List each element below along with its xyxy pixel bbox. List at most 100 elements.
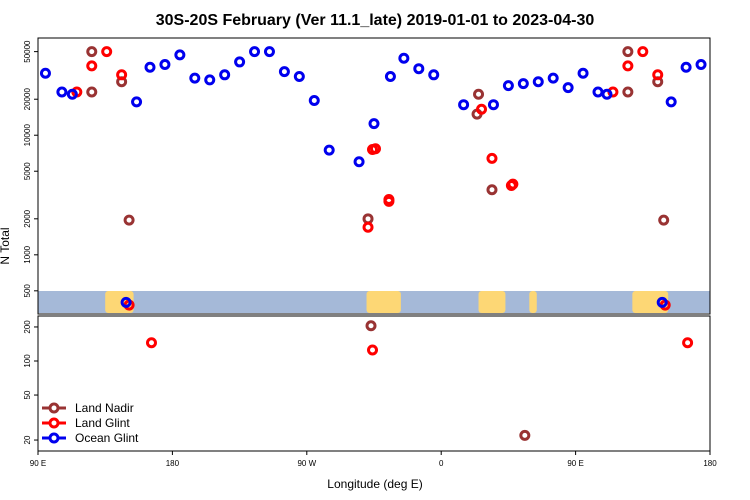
land-glint-point [369,143,381,155]
map-strip [38,291,710,313]
ocean-glint-point [131,96,143,108]
x-axis-label: Longitude (deg E) [327,477,422,491]
x-tick-label: 0 [439,459,444,468]
land-nadir-legend-label: Land Nadir [75,401,134,415]
y-tick-label: 500 [23,284,32,298]
upper-frame [37,37,711,315]
x-tick-label: 180 [703,459,717,468]
ocean-glint-point [547,72,559,84]
ocean-glint-point [323,144,335,156]
land-nadir-point [365,320,377,332]
ocean-glint-point [144,61,156,73]
ocean-glint-point [293,70,305,82]
ocean-glint-point [592,86,604,98]
ocean-glint-point [562,82,574,94]
lower-frame [37,315,711,452]
x-tick-label: 90 E [30,459,46,468]
land-glint-point [367,344,379,356]
land-nadir-point [519,429,531,441]
land-nadir-point [86,86,98,98]
ocean-glint-point [428,69,440,81]
x-tick-label: 90 E [567,459,583,468]
ocean-glint-point [665,96,677,108]
land-nadir-point [486,184,498,196]
land-glint-point [101,46,113,58]
ocean-glint-point [66,88,78,100]
land-patch [366,291,401,313]
y-tick-label: 1000 [23,245,32,263]
y-tick-label: 20000 [23,88,32,111]
y-tick-label: 10000 [23,124,32,147]
land-glint-point [145,337,157,349]
ocean-glint-point [39,67,51,79]
ocean-glint-legend-marker [48,432,60,444]
ocean-glint-legend-label: Ocean Glint [75,431,139,445]
y-tick-label: 50000 [23,40,32,63]
land-glint-legend-marker [48,417,60,429]
land-glint-point [476,103,488,115]
ocean-glint-point [353,156,365,168]
land-nadir-point [622,86,634,98]
ocean-glint-point [680,61,692,73]
ocean-glint-point [249,46,261,58]
lower-panel: 20 50 100 200 [23,315,711,452]
land-glint-point [622,60,634,72]
ocean-glint-point [204,74,216,86]
y-tick-label: 50 [23,390,32,399]
ocean-glint-point [458,99,470,111]
ocean-glint-point [308,95,320,107]
ocean-glint-point [384,70,396,82]
land-patch [478,291,506,313]
land-nadir-point [658,214,670,226]
ocean-glint-point [532,76,544,88]
land-glint-point [652,69,664,81]
land-patch [632,291,669,313]
ocean-glint-point [219,69,231,81]
y-tick-label: 5000 [23,162,32,180]
land-nadir-legend-marker [48,402,60,414]
y-tick-label: 100 [23,354,32,368]
ocean-glint-point [577,67,589,79]
land-nadir-point [473,88,485,100]
chart-title: 30S-20S February (Ver 11.1_late) 2019-01… [156,12,595,29]
x-tick-label: 90 W [297,459,316,468]
y-tick-label: 200 [23,320,32,334]
land-glint-point [507,178,519,190]
x-axis: 90 E 180 90 W 0 90 E 180 [30,451,717,468]
ocean-glint-point [278,66,290,78]
lower-points [145,320,694,441]
ocean-glint-point [174,49,186,61]
land-glint-point [86,60,98,72]
land-glint-legend-label: Land Glint [75,416,130,430]
ocean-glint-point [413,63,425,75]
ocean-glint-point [189,72,201,84]
land-glint-point [637,46,649,58]
land-glint-point [116,69,128,81]
ocean-glint-point [656,296,668,308]
upper-panel: 500 1000 2000 5000 10000 20000 50000 [23,37,711,315]
upper-points [39,46,707,311]
ocean-glint-point [398,52,410,64]
upper-y-axis: 500 1000 2000 5000 10000 20000 50000 [23,40,38,298]
ocean-glint-point [263,46,275,58]
ocean-glint-point [502,80,514,92]
land-glint-point [383,195,395,207]
ocean-glint-point [56,86,68,98]
land-nadir-point [86,46,98,58]
x-tick-label: 180 [166,459,180,468]
ocean-glint-point [517,78,529,90]
ocean-glint-point [368,118,380,130]
ocean-glint-point [234,56,246,68]
y-tick-label: 20 [23,435,32,444]
y-axis-label: N Total [0,227,12,264]
land-glint-point [682,337,694,349]
land-glint-point [486,152,498,164]
ocean-glint-point [695,59,707,71]
y-tick-label: 2000 [23,209,32,227]
ocean-glint-point [120,296,132,308]
land-glint-point [362,221,374,233]
ocean-glint-point [601,88,613,100]
ocean-glint-point [487,99,499,111]
